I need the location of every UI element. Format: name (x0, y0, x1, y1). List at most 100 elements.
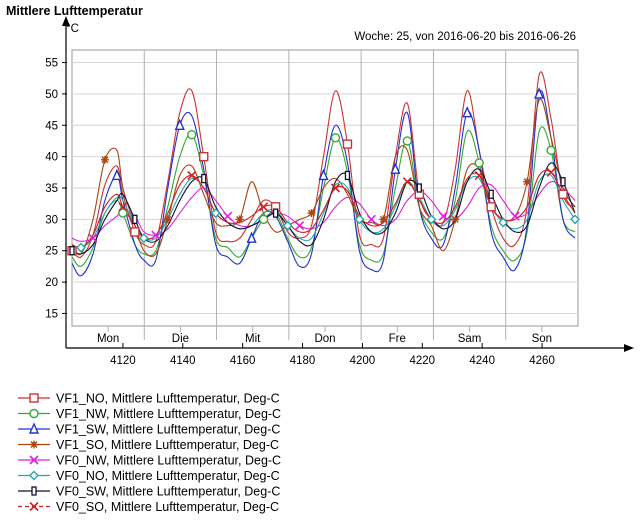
series-4-marker (163, 215, 172, 224)
x-tick-label: 4220 (410, 355, 436, 367)
series-3-marker (533, 87, 545, 99)
series-3-marker (174, 118, 185, 130)
legend-item: VF0_NO, Mittlere Lufttemperatur, Deg-C (18, 469, 280, 483)
y-tick-label: 30 (45, 214, 58, 226)
legend-item: VF0_NW, Mittlere Lufttemperatur, Deg-C (18, 454, 281, 468)
y-tick-label: 25 (45, 246, 58, 258)
legend-label: VF0_SO, Mittlere Lufttemperatur, Deg-C (56, 500, 279, 514)
y-tick-label: 50 (45, 89, 58, 101)
x-tick-label: 4260 (529, 355, 555, 367)
series-4-marker (100, 155, 109, 164)
series-2-marker (474, 158, 484, 168)
series-5-marker (366, 214, 376, 224)
series-line-1 (71, 71, 576, 259)
series-1-marker (130, 227, 140, 237)
series-2-marker (330, 133, 341, 143)
day-label: Sam (458, 333, 482, 345)
day-label: Mit (245, 333, 261, 345)
x-tick-label: 4200 (350, 355, 376, 367)
legend-label: VF1_SW, Mittlere Lufttemperatur, Deg-C (56, 423, 280, 437)
week-range-label: Woche: 25, von 2016-06-20 bis 2016-06-26 (354, 31, 576, 43)
series-line-3 (71, 90, 576, 277)
series-3-marker (390, 162, 401, 174)
day-label: Fre (389, 333, 406, 345)
series-5-marker (510, 211, 520, 221)
legend-swatch-marker (28, 422, 40, 434)
legend: VF1_NO, Mittlere Lufttemperatur, Deg-CVF… (18, 392, 281, 514)
series-5-marker (294, 221, 305, 231)
legend-swatch-marker (31, 486, 37, 496)
series-8-marker (259, 202, 269, 212)
legend-swatch-marker (29, 393, 39, 403)
legend-item: VF1_SO, Mittlere Lufttemperatur, Deg-C (18, 438, 279, 452)
series-6-marker (570, 214, 580, 225)
legend-item: VF1_NO, Mittlere Lufttemperatur, Deg-C (18, 392, 280, 406)
legend-swatch-marker (29, 470, 39, 481)
legend-label: VF1_NW, Mittlere Lufttemperatur, Deg-C (56, 407, 281, 421)
legend-swatch-marker (29, 501, 39, 512)
series-7-marker (344, 170, 351, 181)
series-2-marker (546, 145, 556, 156)
series-7-marker (132, 214, 138, 225)
y-tick-label: 35 (45, 183, 58, 195)
series-3-marker (246, 231, 257, 243)
series-line-2 (71, 126, 576, 268)
series-1-marker (342, 139, 353, 149)
series-6-marker (282, 220, 293, 231)
series-8-marker (118, 202, 128, 212)
series-5-marker (438, 211, 448, 221)
x-tick-label: 4140 (170, 355, 196, 367)
marker-layer (67, 87, 580, 256)
series-7-marker (560, 177, 566, 187)
x-tick-label: 4180 (290, 355, 316, 367)
legend-item: VF0_SO, Mittlere Lufttemperatur, Deg-C (18, 500, 279, 514)
legend-swatch-marker (29, 455, 39, 465)
y-tick-label: 40 (45, 152, 58, 164)
chart-title: Mittlere Lufttemperatur (6, 4, 143, 18)
series-8-marker (330, 183, 341, 193)
series-1-marker (486, 202, 496, 212)
series-6-marker (138, 233, 149, 244)
y-axis-arrow (62, 16, 70, 26)
series-7-marker (69, 246, 75, 256)
series-3-marker (111, 168, 122, 181)
day-label: Mon (97, 333, 119, 345)
y-tick-label: 20 (45, 277, 58, 289)
series-4-marker (235, 215, 244, 224)
series-6-marker (75, 242, 86, 253)
series-6-marker (498, 217, 509, 228)
x-tick-label: 4120 (110, 355, 136, 367)
legend-label: VF0_NO, Mittlere Lufttemperatur, Deg-C (56, 469, 280, 483)
series-1-marker (199, 151, 209, 162)
series-1-marker (558, 189, 568, 199)
series-8-marker (546, 167, 556, 177)
series-2-marker (187, 129, 197, 140)
y-tick-label: 15 (45, 308, 58, 320)
series-2-marker (402, 136, 413, 146)
series-2-marker (118, 208, 128, 218)
series-8-marker (402, 177, 412, 187)
series-5-marker (223, 211, 233, 221)
series-line-8 (71, 169, 576, 249)
day-label: Don (314, 333, 335, 345)
legend-item: VF0_SW, Mittlere Lufttemperatur, Deg-C (18, 485, 280, 499)
legend-swatch-marker (29, 408, 39, 419)
series-6-marker (426, 214, 437, 225)
series-5-marker (151, 230, 161, 240)
series-2-marker (258, 214, 269, 225)
legend-label: VF1_NO, Mittlere Lufttemperatur, Deg-C (56, 392, 280, 406)
day-label: Son (532, 333, 552, 345)
series-7-marker (272, 208, 279, 218)
series-3-marker (462, 106, 473, 118)
legend-label: VF0_NW, Mittlere Lufttemperatur, Deg-C (56, 454, 281, 468)
series-5-marker (88, 233, 98, 243)
legend-item: VF1_SW, Mittlere Lufttemperatur, Deg-C (18, 422, 280, 437)
series-7-marker (416, 183, 422, 193)
series-7-marker (488, 189, 494, 199)
series-8-marker (187, 170, 197, 181)
y-tick-label: 45 (45, 120, 58, 132)
series-6-marker (210, 208, 221, 219)
legend-label: VF0_SW, Mittlere Lufttemperatur, Deg-C (56, 485, 280, 499)
series-7-marker (201, 173, 207, 184)
legend-item: VF1_NW, Mittlere Lufttemperatur, Deg-C (18, 407, 281, 421)
